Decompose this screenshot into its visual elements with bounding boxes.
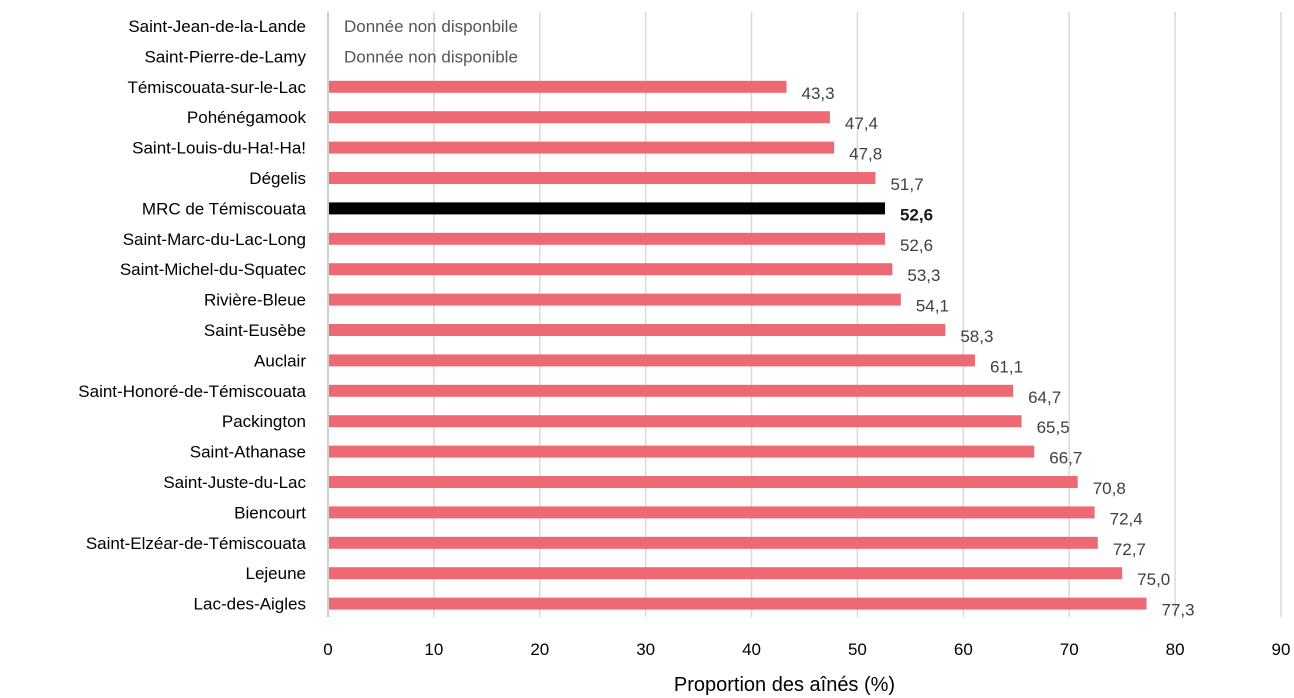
value-label: 66,7 — [1049, 449, 1082, 468]
value-label: 72,7 — [1113, 540, 1146, 559]
value-label: 54,1 — [916, 297, 949, 316]
category-label: Saint-Jean-de-la-Lande — [128, 17, 306, 36]
value-label: 52,6 — [900, 205, 933, 224]
bars — [329, 80, 1147, 610]
bar — [329, 293, 901, 306]
x-axis-title: Proportion des aînés (%) — [674, 674, 895, 696]
bar — [329, 80, 787, 93]
category-label: Saint-Michel-du-Squatec — [120, 260, 307, 279]
bar — [329, 597, 1147, 610]
bar — [329, 415, 1022, 428]
bar — [329, 111, 830, 124]
category-label: Saint-Pierre-de-Lamy — [144, 47, 306, 66]
bar-highlight — [329, 202, 885, 215]
bar — [329, 141, 835, 154]
value-label: 51,7 — [890, 175, 923, 194]
gridlines — [433, 12, 1282, 617]
bar — [329, 506, 1095, 519]
x-tick-label: 20 — [530, 640, 549, 659]
value-label: 52,6 — [900, 236, 933, 255]
bar — [329, 384, 1014, 397]
category-label: Lac-des-Aigles — [194, 595, 306, 614]
missing-data-note: Donnée non disponible — [344, 47, 518, 66]
bar — [329, 172, 876, 184]
category-label: Biencourt — [234, 503, 306, 522]
bar — [329, 567, 1123, 580]
x-tick-label: 90 — [1272, 640, 1291, 659]
value-label: 58,3 — [960, 327, 993, 346]
x-tick-label: 0 — [323, 640, 332, 659]
category-label: Rivière-Bleue — [204, 291, 306, 310]
value-label: 72,4 — [1110, 509, 1143, 528]
x-tick-labels: 0 10 20 30 40 50 60 70 80 90 — [323, 640, 1290, 659]
category-label: Témiscouata-sur-le-Lac — [127, 78, 306, 97]
x-tick-label: 30 — [636, 640, 655, 659]
x-tick-label: 80 — [1166, 640, 1185, 659]
category-label: Lejeune — [245, 564, 306, 583]
x-tick-label: 70 — [1060, 640, 1079, 659]
category-label: Saint-Honoré-de-Témiscouata — [78, 382, 306, 401]
category-label: Saint-Athanase — [190, 443, 306, 462]
value-label: 75,0 — [1137, 570, 1170, 589]
category-label: Pohénégamook — [187, 108, 307, 127]
category-label: Saint-Louis-du-Ha!-Ha! — [132, 139, 306, 158]
bar — [329, 445, 1035, 458]
value-labels: Donnée non disponbile Donnée non disponib… — [344, 17, 1195, 620]
category-label: Saint-Marc-du-Lac-Long — [123, 230, 306, 249]
value-label: 77,3 — [1162, 601, 1195, 620]
bar — [329, 354, 975, 367]
value-label: 65,5 — [1037, 418, 1070, 437]
category-label: MRC de Témiscouata — [142, 199, 307, 218]
category-label: Auclair — [254, 351, 306, 370]
value-label: 43,3 — [801, 84, 834, 103]
category-label: Saint-Eusèbe — [204, 321, 306, 340]
x-tick-label: 10 — [424, 640, 443, 659]
value-label: 47,8 — [849, 145, 882, 164]
value-label: 61,1 — [990, 357, 1023, 376]
x-tick-label: 50 — [848, 640, 867, 659]
x-tick-label: 60 — [954, 640, 973, 659]
category-labels: Saint-Jean-de-la-Lande Saint-Pierre-de-La… — [78, 17, 306, 614]
bar — [329, 263, 893, 276]
bar — [329, 476, 1078, 488]
value-label: 64,7 — [1028, 388, 1061, 407]
x-tick-label: 40 — [742, 640, 761, 659]
category-label: Packington — [222, 412, 306, 431]
category-label: Saint-Elzéar-de-Témiscouata — [86, 534, 307, 553]
bar — [329, 324, 946, 336]
missing-data-note: Donnée non disponbile — [344, 17, 518, 36]
bar — [329, 536, 1098, 549]
value-label: 53,3 — [907, 266, 940, 285]
bar — [329, 232, 885, 245]
category-label: Saint-Juste-du-Lac — [163, 473, 306, 492]
value-label: 47,4 — [845, 114, 878, 133]
category-label: Dégelis — [249, 169, 306, 188]
value-label: 70,8 — [1093, 479, 1126, 498]
